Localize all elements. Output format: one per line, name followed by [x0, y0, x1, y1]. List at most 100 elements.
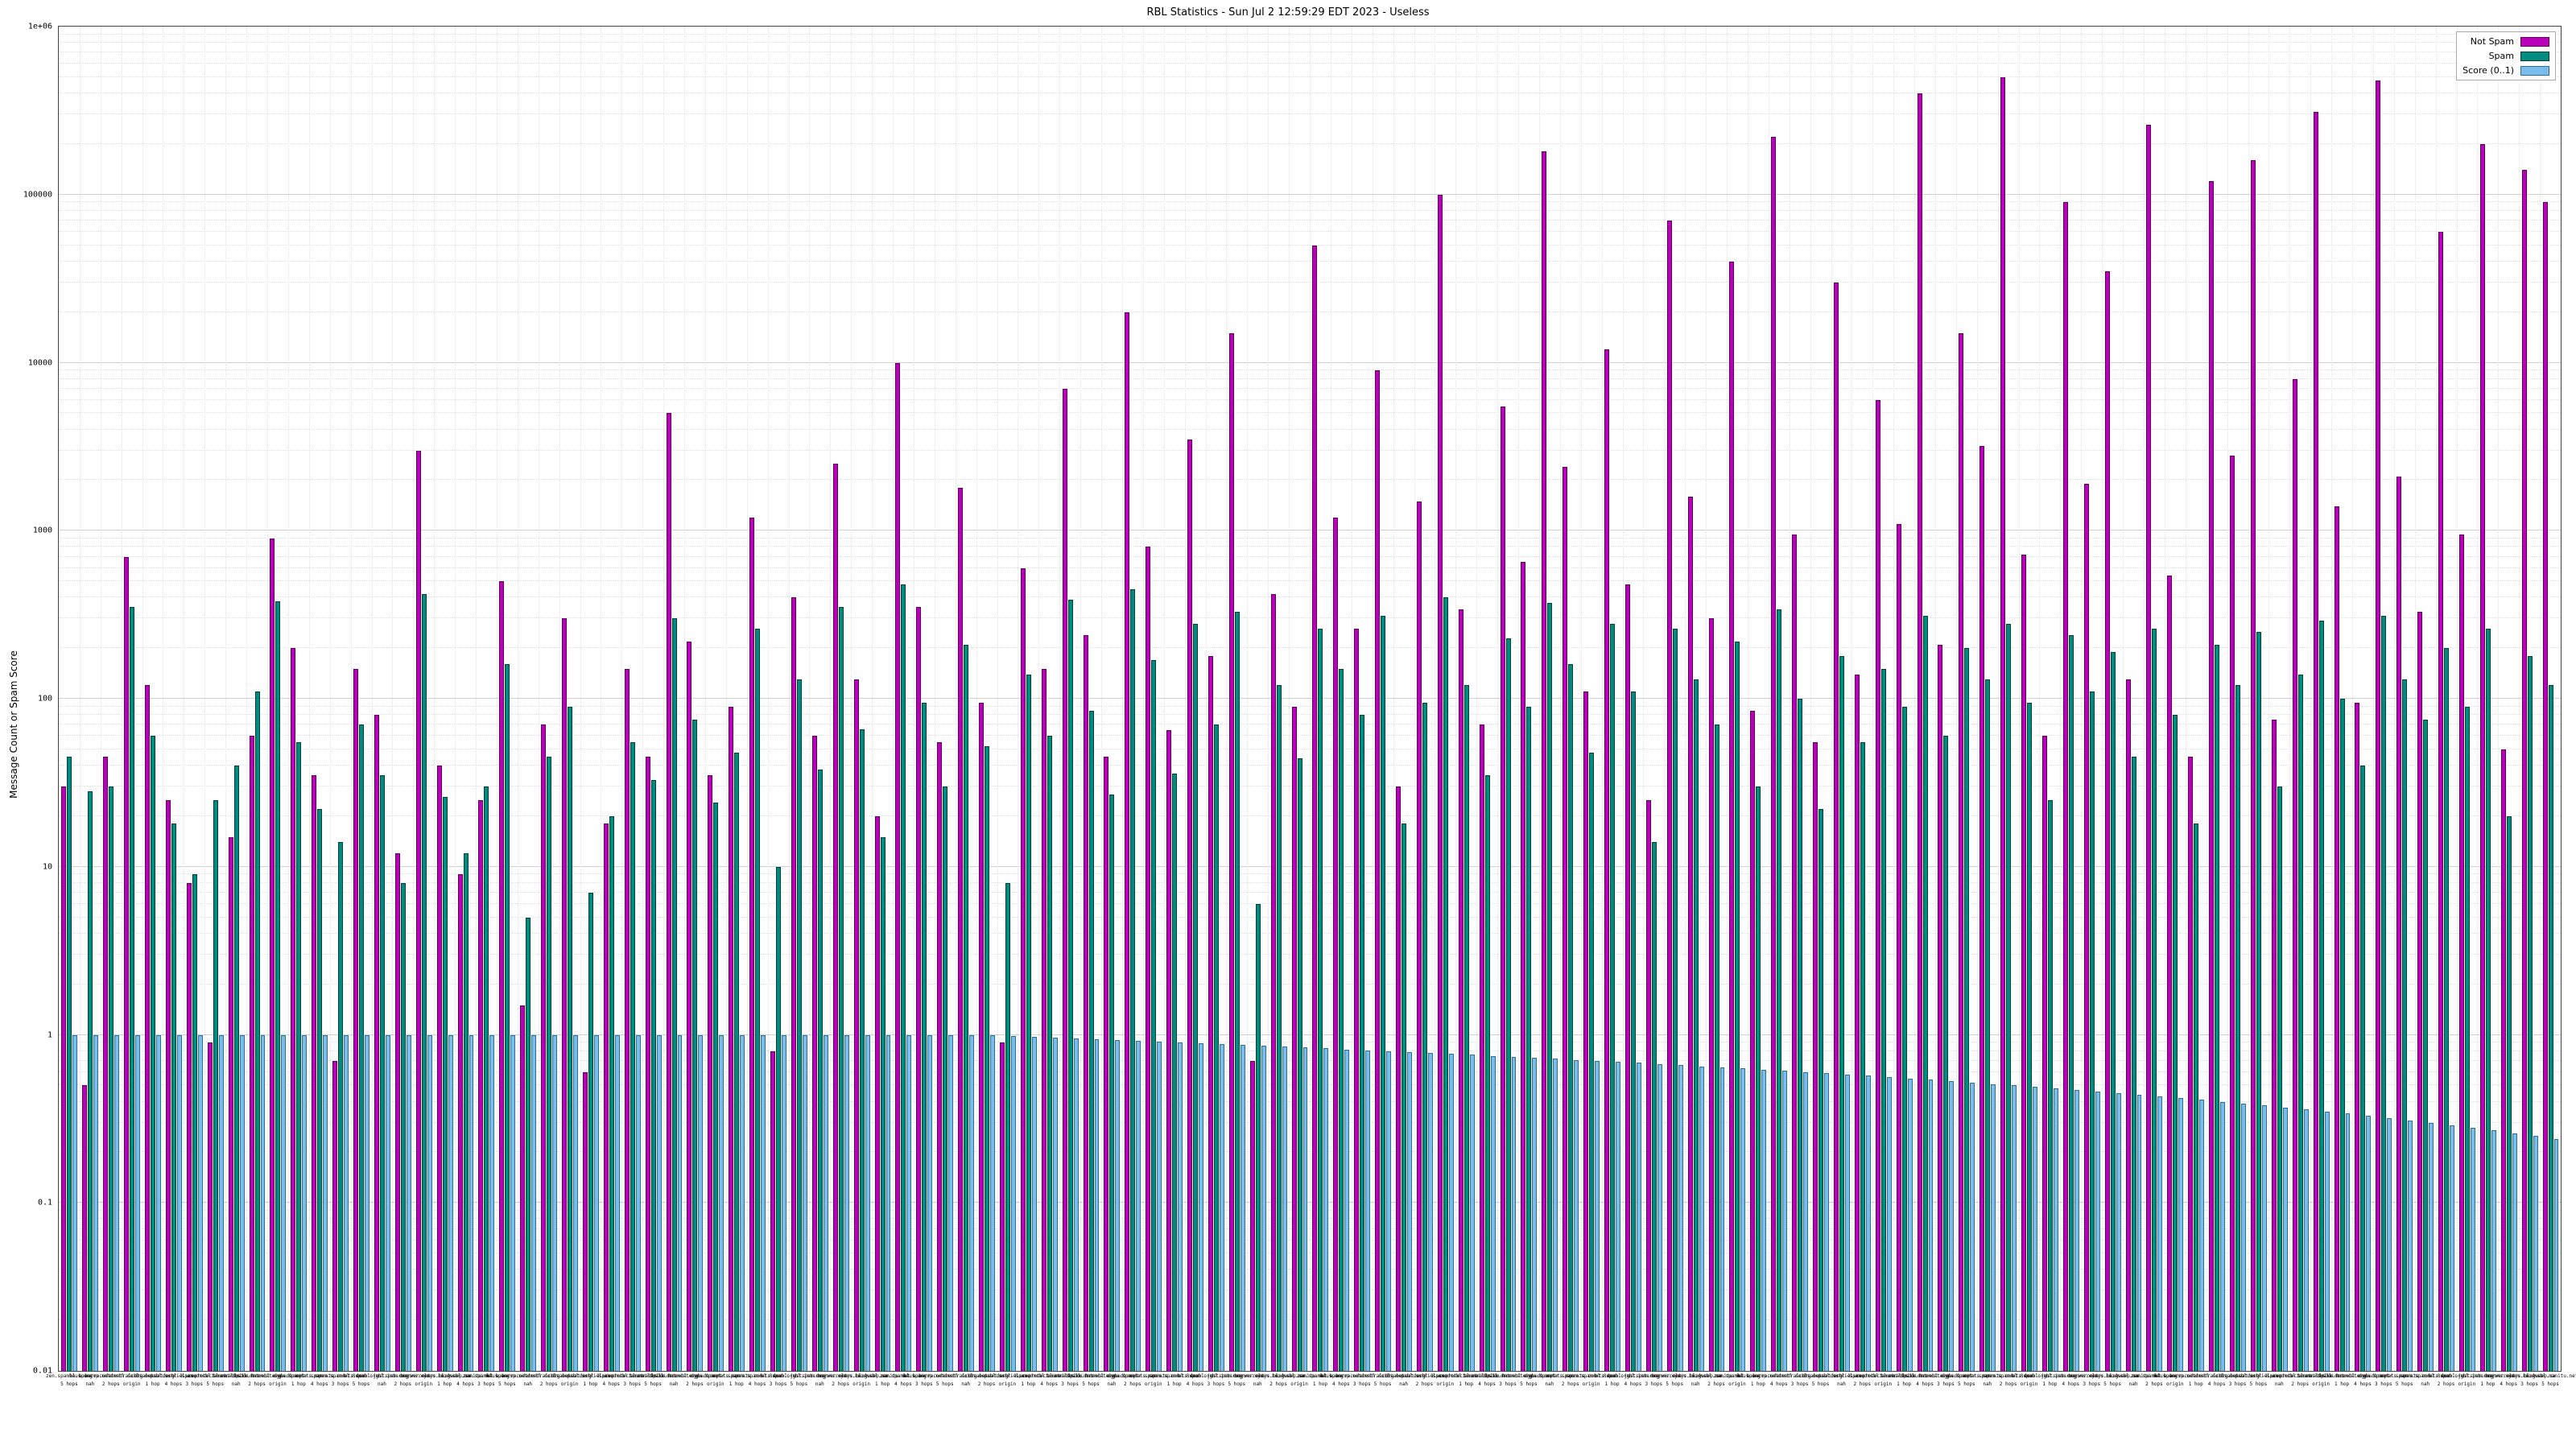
x-tick-label: bl.mailspike.net	[1046, 1373, 1094, 1379]
bar-spam	[379, 775, 385, 1371]
bar-spam	[67, 757, 72, 1371]
x-tick-label: dyna.spamrats.com	[691, 1373, 741, 1379]
x-tick-label: ix.dnsbl.manitu.net	[2522, 1373, 2576, 1379]
x-tick-label: dnsbl.justspam.org	[1606, 1373, 1659, 1379]
bar-spam	[1193, 623, 1199, 1371]
bar-group	[955, 27, 976, 1371]
bar-not-spam	[2083, 484, 2089, 1371]
x-tick-label: dyna.spamrats.com	[274, 1373, 324, 1379]
bar-not-spam	[1333, 517, 1339, 1371]
bar-spam	[985, 746, 990, 1371]
x-tick-label: dyna.spamrats.com	[1525, 1373, 1575, 1379]
bar-group	[1893, 27, 1914, 1371]
bar-group	[413, 27, 434, 1371]
x-tick-label: bl.mailspike.net	[1463, 1373, 1511, 1379]
x-tick-sublabel: 2 hops	[686, 1381, 704, 1387]
x-tick-label: psbl.surriel.com	[984, 1373, 1031, 1379]
legend-label-spam: Spam	[2488, 51, 2514, 61]
x-tick-label: bl.spamcop.net	[69, 1373, 111, 1379]
bar-score-0-1	[197, 1034, 203, 1371]
bar-not-spam	[1979, 445, 1985, 1371]
bar-score-0-1	[1052, 1038, 1058, 1371]
x-tick-label: relays.bl.gweep.ca	[2503, 1373, 2556, 1379]
bar-spam	[796, 679, 802, 1371]
bar-spam	[1839, 655, 1844, 1371]
bar-score-0-1	[635, 1034, 641, 1371]
bar-score-0-1	[1595, 1060, 1600, 1371]
x-tick-sublabel: 1 hop	[875, 1381, 890, 1387]
x-tick-label: dnsbl.sorbs.net	[526, 1373, 571, 1379]
x-tick-label: bogons.cymru.com	[1234, 1373, 1282, 1379]
bar-score-0-1	[1740, 1068, 1746, 1371]
x-tick-sublabel: 1 hop	[1459, 1381, 1474, 1387]
bar-group	[475, 27, 497, 1371]
bar-spam	[1651, 842, 1657, 1371]
bar-not-spam	[2209, 181, 2215, 1371]
bar-not-spam	[2230, 455, 2235, 1371]
bar-not-spam	[2000, 76, 2006, 1371]
bar-score-0-1	[323, 1034, 328, 1371]
x-tick-sublabel: 1 hop	[2188, 1381, 2203, 1387]
bar-not-spam	[1750, 710, 1756, 1371]
bar-group	[1184, 27, 1206, 1371]
bar-spam	[2297, 674, 2303, 1371]
bar-spam	[1151, 659, 1157, 1371]
x-tick-label: ix.dnsbl.manitu.net	[1271, 1373, 1327, 1379]
x-tick-sublabel: 2 hops	[248, 1381, 266, 1387]
bar-spam	[2277, 786, 2282, 1371]
bar-not-spam	[82, 1085, 88, 1371]
bar-not-spam	[2417, 611, 2423, 1371]
x-tick-sublabel: 3 hops	[2375, 1381, 2392, 1387]
bar-score-0-1	[1302, 1047, 1308, 1371]
x-tick-sublabel: 4 hops	[1624, 1381, 1642, 1387]
bar-score-0-1	[385, 1034, 390, 1371]
bar-not-spam	[2438, 232, 2444, 1371]
bar-not-spam	[1396, 786, 1402, 1371]
bar-spam	[2110, 651, 2116, 1371]
x-tick-sublabel: 3 hops	[1207, 1381, 1225, 1387]
bar-group	[1310, 27, 1331, 1371]
bar-not-spam	[1375, 370, 1381, 1371]
bar-not-spam	[979, 702, 985, 1371]
x-tick-label: dyna.spamrats.com	[1942, 1373, 1992, 1379]
x-tick-label: truncate.gbudb.net	[1085, 1373, 1138, 1379]
legend-swatch-not-spam	[2520, 36, 2549, 47]
bar-score-0-1	[135, 1034, 141, 1371]
x-tick-sublabel: 5 hops	[352, 1381, 370, 1387]
x-tick-sublabel: 3 hops	[915, 1381, 933, 1387]
x-tick-sublabel: nah	[2274, 1381, 2284, 1387]
bar-group	[1476, 27, 1497, 1371]
x-tick-sublabel: origin	[2312, 1381, 2330, 1387]
y-tick-label: 100000	[23, 190, 52, 200]
bar-score-0-1	[573, 1034, 578, 1371]
bar-score-0-1	[1574, 1059, 1579, 1371]
plot-area: zen.spamhaus.org 5 hops bl.spamcop.net nah b…	[23, 23, 2576, 1388]
bar-not-spam	[1666, 221, 1672, 1371]
bar-spam	[2339, 699, 2345, 1371]
bar-not-spam	[1354, 629, 1360, 1371]
bar-score-0-1	[2366, 1116, 2372, 1371]
bar-group	[913, 27, 935, 1371]
bar-spam	[1860, 742, 1865, 1371]
x-tick-sublabel: nah	[1837, 1381, 1846, 1387]
x-tick-sublabel: 1 hop	[583, 1381, 598, 1387]
bar-group	[2227, 27, 2248, 1371]
bar-group	[329, 27, 351, 1371]
bar-spam	[213, 799, 218, 1371]
x-tick-sublabel: nah	[669, 1381, 679, 1387]
bar-score-0-1	[2136, 1094, 2142, 1371]
bar-group	[2372, 27, 2394, 1371]
bar-not-spam	[1083, 634, 1088, 1371]
x-tick-sublabel: origin	[560, 1381, 579, 1387]
bar-score-0-1	[1782, 1071, 1788, 1371]
x-tick-label: bl.spamcop.net	[2154, 1373, 2196, 1379]
bar-not-spam	[874, 815, 880, 1371]
bar-score-0-1	[990, 1034, 995, 1371]
x-tick-sublabel: 4 hops	[1769, 1381, 1788, 1387]
bar-not-spam	[624, 669, 630, 1371]
x-tick-sublabel: 3 hops	[1937, 1381, 1955, 1387]
bar-not-spam	[1624, 584, 1630, 1371]
bar-spam	[943, 786, 948, 1371]
bar-score-0-1	[2116, 1092, 2121, 1371]
bar-score-0-1	[1803, 1071, 1809, 1371]
